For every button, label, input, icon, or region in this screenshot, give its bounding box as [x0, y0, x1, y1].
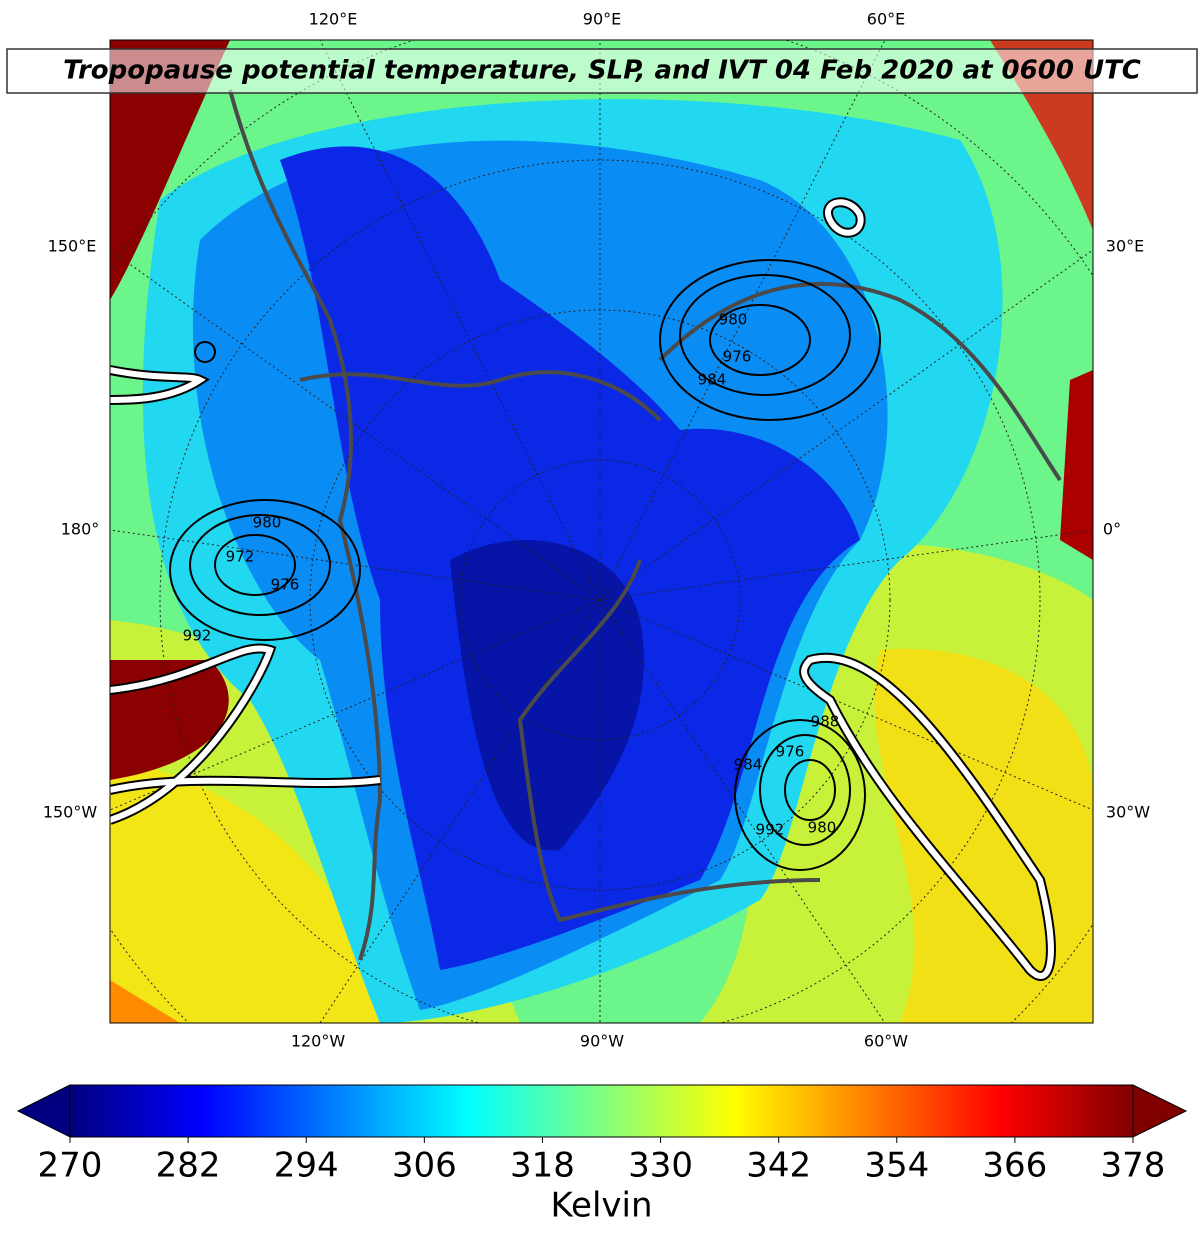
colorbar-tick-label: 306: [392, 1146, 457, 1186]
coastlines: [228, 89, 1062, 961]
ivt-line: [110, 367, 206, 403]
longitude-label: 30°E: [1106, 237, 1144, 256]
ivt-line: [110, 777, 381, 793]
contour-label: 980: [719, 311, 748, 329]
colorbar-frame: [69, 1084, 1134, 1138]
colorbar-tick-label: 282: [156, 1146, 221, 1186]
isobar: [194, 341, 216, 363]
map-frame: [109, 39, 1094, 1024]
coastline: [299, 370, 662, 422]
coastline: [517, 559, 821, 923]
isobar: [734, 719, 866, 871]
colorbar-extension: [1132, 1084, 1188, 1138]
colorbar-tick-label: 354: [864, 1146, 929, 1186]
ivt-line: [825, 199, 864, 236]
isobar: [169, 499, 361, 641]
longitude-label: 150°E: [48, 237, 97, 256]
isobar: [759, 734, 851, 846]
longitude-label: 90°W: [580, 1032, 624, 1051]
contour-label: 992: [183, 627, 212, 645]
ivt-contours: [110, 199, 1054, 979]
meridian: [110, 599, 601, 811]
longitude-label: 30°W: [1106, 803, 1150, 822]
isobar: [784, 759, 836, 821]
longitude-label: 120°E: [309, 10, 358, 29]
contour-label: 988: [811, 713, 840, 731]
isobar: [214, 534, 296, 596]
contour-label: 976: [776, 743, 805, 761]
contour-label: 972: [226, 548, 255, 566]
isobar: [659, 259, 881, 421]
slp-contours: [169, 259, 881, 871]
meridian: [599, 599, 886, 1023]
hot-region: [110, 980, 180, 1023]
latitude-circle: [459, 459, 741, 741]
colorbar-tick-label: 318: [510, 1146, 575, 1186]
longitude-label: 90°E: [583, 10, 621, 29]
cold-core: [450, 540, 644, 851]
ivt-line: [801, 655, 1054, 979]
warm-region: [874, 648, 1093, 1023]
map: 980 976 984 980 972 976 992 988 976 984 980 992: [110, 40, 1093, 1023]
slp-labels: 980 976 984 980 972 976 992 988 976 984 980 992: [183, 311, 840, 839]
colorbar-label: Kelvin: [550, 1186, 652, 1226]
colorbar-tick-label: 366: [982, 1146, 1047, 1186]
meridian: [599, 599, 1093, 811]
isobar: [189, 514, 331, 616]
colorbar-tick-label: 294: [274, 1146, 339, 1186]
title-box: [6, 48, 1198, 94]
hot-region: [1060, 370, 1093, 560]
colorbar-tick-label: 342: [746, 1146, 811, 1186]
coastline: [658, 281, 1062, 482]
longitude-label: 60°W: [864, 1032, 908, 1051]
meridian: [319, 40, 601, 601]
contour-label: 984: [734, 756, 763, 774]
ivt-line: [110, 645, 274, 823]
isobar: [679, 274, 851, 396]
hot-region: [110, 40, 230, 300]
isobar: [709, 304, 811, 376]
longitude-label: 0°: [1103, 520, 1121, 539]
latitude-circle: [159, 159, 1041, 1023]
contour-label: 976: [271, 576, 300, 594]
contour-label: 980: [253, 514, 282, 532]
meridian: [599, 249, 1093, 601]
colorbar-tick-label: 270: [38, 1146, 103, 1186]
longitude-label: 120°W: [291, 1032, 346, 1051]
contour-label: 980: [808, 819, 837, 837]
meridian: [110, 249, 601, 601]
contour-label: 992: [756, 821, 785, 839]
colorbar-extension: [16, 1084, 71, 1138]
longitude-label: 60°E: [867, 10, 905, 29]
colorbar-tick-label: 378: [1101, 1146, 1166, 1186]
longitude-label: 180°: [61, 520, 100, 539]
contour-label: 984: [698, 371, 727, 389]
title: Tropopause potential temperature, SLP, a…: [63, 56, 1141, 86]
contour-label: 976: [723, 348, 752, 366]
colorbar-tick-label: 330: [628, 1146, 693, 1186]
longitude-label: 150°W: [43, 803, 98, 822]
coastline: [228, 89, 383, 961]
warm-region: [110, 760, 400, 1023]
colorbar: 270 282 294 306 318 330 342 354 366 378 Kelvin: [16, 1084, 1188, 1226]
longitude-labels: 120°E 90°E 60°E 120°W 90°W 60°W 150°E 180° 150°W…: [43, 10, 1150, 1051]
colorbar-body: [70, 1085, 1133, 1137]
